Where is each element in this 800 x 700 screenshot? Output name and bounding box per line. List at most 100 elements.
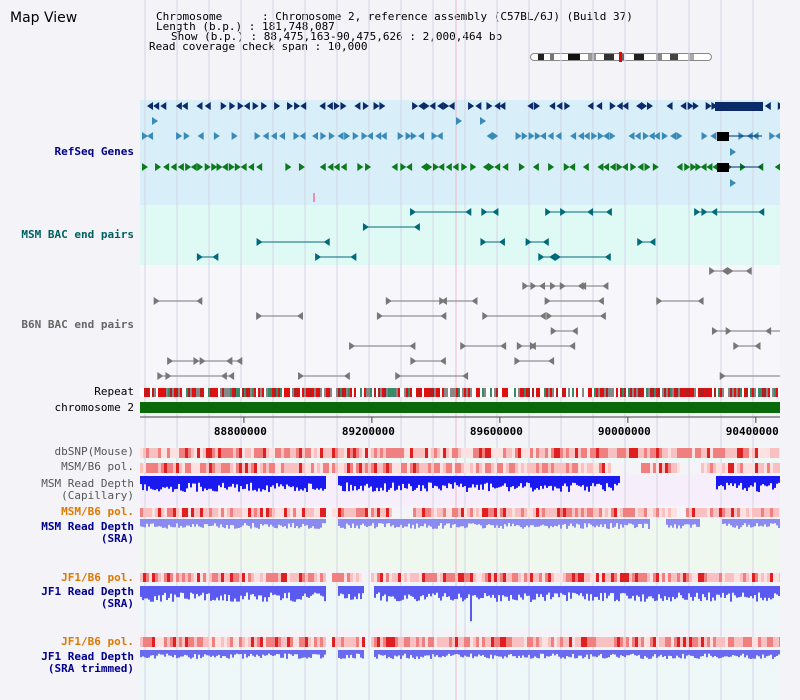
depth-bar — [552, 519, 554, 528]
polymorphism-mark — [689, 637, 692, 647]
map-canvas[interactable] — [140, 0, 780, 700]
polymorphism-mark — [194, 508, 197, 517]
jf1-b6-pol-label-2[interactable]: JF1/B6 pol. — [61, 635, 134, 648]
polymorphism-mark — [233, 637, 236, 647]
polymorphism-mark — [377, 508, 380, 517]
b6n-bac-label[interactable]: B6N BAC end pairs — [21, 318, 134, 331]
polymorphism-mark — [473, 463, 476, 473]
polymorphism-mark — [191, 573, 194, 582]
repeat-mark — [684, 388, 686, 397]
polymorphism-mark — [515, 508, 518, 517]
depth-bar — [190, 650, 192, 659]
polymorphism-mark — [155, 463, 158, 473]
depth-bar — [512, 586, 514, 600]
jf1-depth-label-1[interactable]: JF1 Read Depth — [41, 585, 134, 598]
depth-bar — [430, 650, 432, 659]
polymorphism-mark — [401, 573, 404, 582]
polymorphism-mark — [518, 573, 521, 582]
polymorphism-mark — [527, 463, 530, 473]
depth-bar — [324, 586, 326, 602]
polymorphism-mark — [707, 637, 710, 647]
polymorphism-mark — [635, 508, 638, 517]
dbsnp-label[interactable]: dbSNP(Mouse) — [54, 445, 134, 458]
depth-bar — [308, 650, 310, 658]
depth-bar — [460, 476, 462, 484]
depth-bar — [612, 476, 614, 491]
msm-sra-label-1[interactable]: MSM Read Depth — [41, 520, 134, 533]
depth-bar — [496, 650, 498, 657]
polymorphism-mark — [182, 448, 185, 458]
depth-bar — [764, 650, 766, 658]
gene-feature — [583, 132, 590, 140]
jf1-b6-pol-label[interactable]: JF1/B6 pol. — [61, 571, 134, 584]
polymorphism-mark — [611, 508, 614, 517]
depth-bar — [536, 586, 538, 594]
repeat-mark — [656, 388, 658, 397]
depth-bar — [360, 650, 362, 658]
gene-feature — [196, 102, 203, 110]
depth-bar — [460, 650, 462, 657]
polymorphism-mark — [341, 448, 344, 458]
depth-bar — [752, 519, 754, 528]
depth-bar — [550, 586, 552, 600]
polymorphism-mark — [368, 448, 371, 458]
polymorphism-mark — [374, 463, 377, 473]
depth-bar — [428, 586, 430, 594]
depth-bar — [440, 650, 442, 658]
depth-bar — [370, 519, 372, 526]
repeat-mark — [522, 388, 524, 397]
bac-end — [212, 253, 219, 261]
depth-bar — [276, 650, 278, 654]
depth-bar — [176, 476, 178, 489]
depth-bar — [774, 519, 776, 524]
depth-bar — [316, 476, 318, 489]
polymorphism-mark — [392, 637, 395, 647]
msm-b6-pol-label-2[interactable]: MSM/B6 pol. — [61, 505, 134, 518]
depth-bar — [668, 586, 670, 598]
depth-bar — [348, 650, 350, 658]
bac-end — [413, 223, 420, 231]
jf1-trim-label-1[interactable]: JF1 Read Depth — [41, 650, 134, 663]
repeat-mark — [230, 388, 232, 397]
polymorphism-mark — [473, 448, 476, 458]
msm-cap-label-1[interactable]: MSM Read Depth — [41, 477, 134, 490]
polymorphism-mark — [158, 573, 161, 582]
msm-bac-label[interactable]: MSM BAC end pairs — [21, 228, 134, 241]
depth-bar — [430, 519, 432, 527]
refseq-label[interactable]: RefSeq Genes — [54, 145, 134, 158]
polymorphism-mark — [230, 573, 233, 582]
gene-feature — [609, 102, 616, 110]
repeat-mark — [766, 388, 768, 397]
depth-bar — [316, 586, 318, 594]
polymorphism-mark — [734, 573, 737, 582]
depth-bar — [646, 519, 648, 524]
depth-bar — [306, 586, 308, 597]
polymorphism-mark — [773, 637, 776, 647]
depth-bar — [168, 650, 170, 656]
polymorphism-mark — [152, 637, 155, 647]
depth-bar — [610, 586, 612, 594]
polymorphism-mark — [167, 508, 170, 517]
chromosome-ideogram[interactable] — [530, 52, 712, 62]
bac-end — [571, 327, 578, 335]
gene-feature — [354, 102, 361, 110]
depth-bar — [210, 476, 212, 489]
polymorphism-mark — [641, 448, 644, 458]
depth-bar — [562, 586, 564, 595]
polymorphism-mark — [320, 637, 323, 647]
depth-bar — [228, 519, 230, 529]
depth-bar — [478, 586, 480, 600]
repeat-mark — [542, 388, 544, 397]
depth-bar — [596, 650, 598, 658]
gene-feature — [274, 102, 281, 110]
depth-bar — [260, 586, 262, 596]
msm-b6-pol-label[interactable]: MSM/B6 pol. — [61, 460, 134, 473]
gene-feature — [652, 163, 659, 171]
depth-bar — [684, 586, 686, 600]
polymorphism-mark — [677, 448, 680, 458]
polymorphism-mark — [422, 637, 425, 647]
polymorphism-mark — [620, 637, 623, 647]
polymorphism-mark — [551, 573, 554, 582]
polymorphism-mark — [188, 508, 191, 517]
depth-bar — [148, 586, 150, 600]
